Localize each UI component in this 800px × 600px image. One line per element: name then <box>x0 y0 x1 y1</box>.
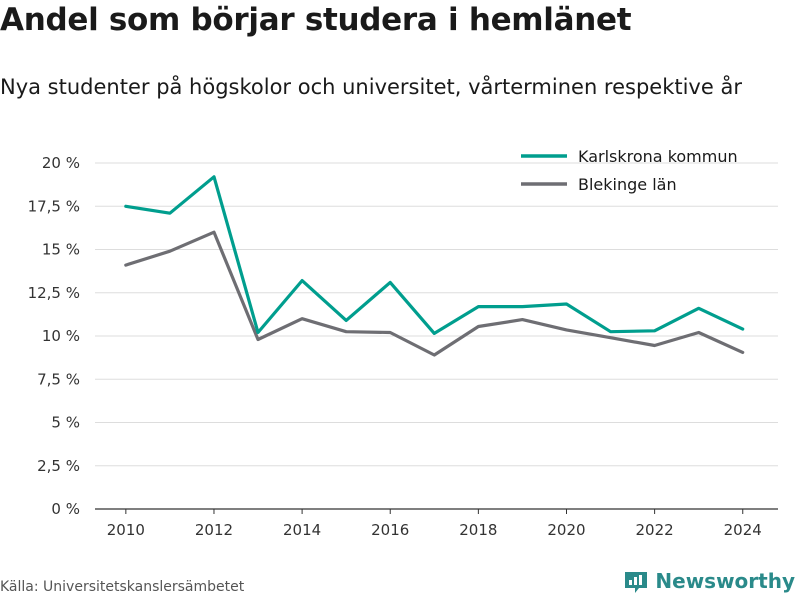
y-tick-label: 15 % <box>42 241 80 259</box>
y-tick-label: 10 % <box>42 327 80 345</box>
newsworthy-logo-icon <box>625 572 648 593</box>
data-point[interactable] <box>384 276 396 288</box>
data-point[interactable] <box>428 349 440 361</box>
data-point[interactable] <box>120 259 132 271</box>
series-line-0[interactable] <box>124 175 745 335</box>
data-point[interactable] <box>384 327 396 339</box>
data-point[interactable] <box>472 301 484 313</box>
data-point[interactable] <box>516 314 528 326</box>
y-tick-label: 5 % <box>51 414 80 432</box>
chart-title: Andel som börjar studera i hemlänet <box>0 2 632 38</box>
y-tick-label: 12,5 % <box>28 284 80 302</box>
legend-label: Karlskrona kommun <box>578 147 738 166</box>
data-point[interactable] <box>164 207 176 219</box>
data-point[interactable] <box>340 314 352 326</box>
x-tick-label: 2010 <box>107 521 145 539</box>
legend: Karlskrona kommun Blekinge län <box>521 147 738 194</box>
brand-logo[interactable]: Newsworthy <box>623 568 795 594</box>
data-point[interactable] <box>428 327 440 339</box>
data-point[interactable] <box>516 301 528 313</box>
data-point[interactable] <box>208 171 220 183</box>
legend-label: Blekinge län <box>578 175 677 194</box>
series-line-1[interactable] <box>124 230 745 357</box>
data-point[interactable] <box>693 327 705 339</box>
data-point[interactable] <box>208 226 220 238</box>
x-tick-label: 2012 <box>195 521 233 539</box>
data-point[interactable] <box>560 324 572 336</box>
data-point[interactable] <box>737 323 749 335</box>
data-point[interactable] <box>252 327 264 339</box>
x-tick-label: 2024 <box>724 521 762 539</box>
x-tick-label: 2016 <box>371 521 409 539</box>
y-tick-label: 2,5 % <box>37 457 80 475</box>
y-tick-label: 20 % <box>42 154 80 172</box>
logo-text: Newsworthy <box>655 569 795 593</box>
data-point[interactable] <box>693 302 705 314</box>
data-point[interactable] <box>296 313 308 325</box>
x-tick-label: 2022 <box>636 521 674 539</box>
y-tick-label: 17,5 % <box>28 197 80 215</box>
x-tick-label: 2018 <box>459 521 497 539</box>
data-point[interactable] <box>605 326 617 338</box>
data-point[interactable] <box>164 245 176 257</box>
data-point[interactable] <box>560 298 572 310</box>
data-point[interactable] <box>649 325 661 337</box>
series-lines <box>120 171 749 361</box>
data-point[interactable] <box>296 275 308 287</box>
chart-subtitle: Nya studenter på högskolor och universit… <box>0 75 742 99</box>
data-point[interactable] <box>649 340 661 352</box>
source-note: Källa: Universitetskanslersämbetet <box>0 579 245 595</box>
gridlines <box>95 162 778 510</box>
data-point[interactable] <box>340 326 352 338</box>
y-tick-label: 0 % <box>51 500 80 518</box>
data-point[interactable] <box>737 346 749 358</box>
data-point[interactable] <box>472 320 484 332</box>
axes: 0 % 2,5 % 5 % 7,5 % 10 % 12,5 % 15 % 17,5 % 20 %… <box>28 154 762 539</box>
data-point[interactable] <box>120 200 132 212</box>
x-tick-label: 2014 <box>283 521 321 539</box>
x-tick-label: 2020 <box>547 521 585 539</box>
y-tick-label: 7,5 % <box>37 370 80 388</box>
